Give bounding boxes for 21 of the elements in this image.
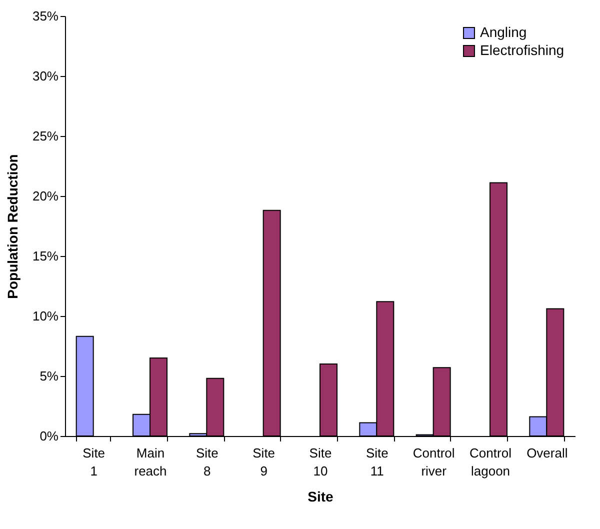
x-tick-label: Site 8	[196, 446, 218, 478]
y-tick-label: 20%	[32, 188, 59, 204]
y-tick-label: 35%	[32, 8, 59, 24]
y-tick-label: 5%	[40, 368, 59, 384]
y-axis-title: Population Reduction	[4, 154, 20, 299]
y-tick-label: 25%	[32, 128, 59, 144]
y-tick-label: 30%	[32, 68, 59, 84]
x-tick-label: Site 11	[366, 446, 388, 478]
y-tick-label: 10%	[32, 308, 59, 324]
x-tick-label: Site 10	[309, 446, 332, 478]
x-tick-label: Site 9	[252, 446, 276, 478]
legend-label: Electrofishing	[480, 42, 564, 58]
legend-label: Angling	[480, 24, 527, 40]
y-tick-label: 15%	[32, 248, 59, 264]
x-tick-label: Main reach	[134, 446, 167, 478]
x-tick-label: Control river	[412, 446, 455, 478]
y-tick-label: 0%	[40, 428, 59, 444]
x-tick-label: Control lagoon	[470, 446, 512, 478]
x-axis-title: Site	[308, 488, 334, 504]
x-tick-label: Overall	[526, 446, 568, 460]
x-tick-label: Site 1	[82, 446, 106, 478]
